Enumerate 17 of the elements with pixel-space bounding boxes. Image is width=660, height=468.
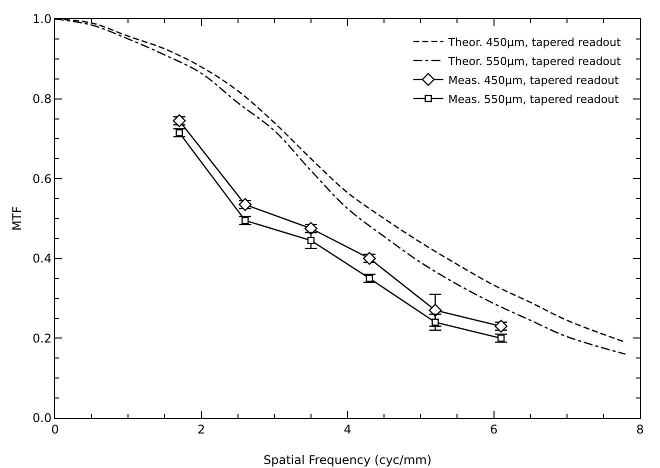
legend-label: Theor. 450μm, tapered readout bbox=[447, 36, 622, 49]
x-tick-label: 2 bbox=[197, 422, 206, 436]
x-tick-label: 0 bbox=[51, 422, 59, 436]
x-tick-label: 6 bbox=[490, 422, 498, 436]
y-tick-label: 0.8 bbox=[32, 92, 52, 106]
legend-label: Theor. 550μm, tapered readout bbox=[447, 54, 622, 68]
x-tick-label: 4 bbox=[344, 422, 352, 436]
x-axis-title: Spatial Frequency (cyc/mm) bbox=[263, 453, 432, 467]
y-tick-label: 0.2 bbox=[32, 331, 52, 346]
legend-label: Meas. 450μm, tapered readout bbox=[448, 74, 620, 87]
y-tick-label: 0.0 bbox=[32, 411, 52, 426]
y-tick-label: 0.6 bbox=[32, 172, 52, 186]
x-tick-label: 8 bbox=[636, 422, 644, 436]
y-tick-label: 1.0 bbox=[32, 12, 52, 26]
y-axis-title: MTF bbox=[10, 206, 24, 231]
legend-label: Meas. 550μm, tapered readout bbox=[448, 92, 620, 106]
y-tick-label: 0.4 bbox=[32, 252, 52, 266]
